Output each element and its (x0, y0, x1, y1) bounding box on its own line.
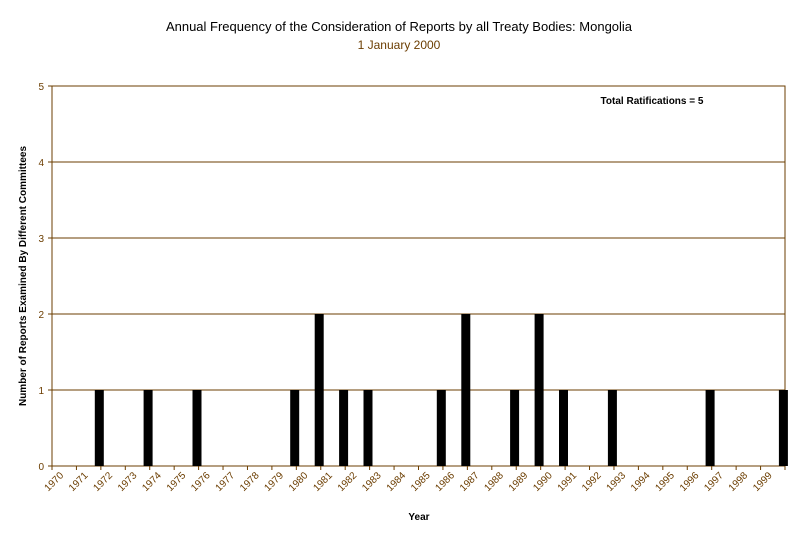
y-tick-label-2: 2 (38, 310, 44, 321)
chart-title: Annual Frequency of the Consideration of… (166, 19, 633, 34)
bar-1996 (705, 390, 715, 466)
x-tick-label-1981: 1981 (311, 470, 335, 494)
bar-1988 (510, 390, 520, 466)
y-tick-label-0: 0 (38, 462, 44, 473)
x-tick-label-1973: 1973 (116, 470, 140, 494)
x-tick-label-1998: 1998 (727, 470, 751, 494)
bar-1982 (363, 390, 373, 466)
bar-1971 (94, 390, 104, 466)
x-tick-label-1988: 1988 (482, 470, 506, 494)
x-tick-label-1977: 1977 (214, 470, 238, 494)
bar-1986 (461, 314, 471, 466)
x-tick-label-1992: 1992 (580, 470, 604, 494)
x-tick-label-1990: 1990 (531, 470, 555, 494)
x-tick-label-1976: 1976 (189, 470, 213, 494)
x-tick-label-1993: 1993 (605, 470, 629, 494)
plot-area (51, 85, 786, 467)
bar-1981 (339, 390, 349, 466)
x-tick-label-1978: 1978 (238, 470, 262, 494)
x-tick-label-1986: 1986 (434, 470, 458, 494)
x-tick-label-1994: 1994 (629, 470, 653, 494)
bar-1985 (436, 390, 446, 466)
x-tick-label-1975: 1975 (165, 470, 189, 494)
bar-1999 (778, 390, 788, 466)
x-tick-label-1989: 1989 (507, 470, 531, 494)
y-axis-label: Number of Reports Examined By Different … (18, 146, 29, 406)
y-tick-label-1: 1 (38, 386, 44, 397)
x-tick-label-1971: 1971 (67, 470, 91, 494)
bar-1989 (534, 314, 544, 466)
x-tick-label-1984: 1984 (385, 470, 409, 494)
bar-1990 (559, 390, 568, 466)
x-tick-label-1974: 1974 (140, 470, 164, 494)
x-tick-label-1999: 1999 (751, 470, 775, 494)
x-tick-label-1982: 1982 (336, 470, 360, 494)
x-tick-label-1980: 1980 (287, 470, 311, 494)
x-tick-label-1985: 1985 (409, 470, 433, 494)
x-tick-label-1972: 1972 (92, 470, 116, 494)
bar-1975 (192, 390, 202, 466)
x-axis-label: Year (408, 512, 429, 523)
annotation-total-ratifications: Total Ratifications = 5 (601, 96, 704, 107)
bar-1973 (143, 390, 153, 466)
bar-1979 (290, 390, 300, 466)
x-tick-label-1991: 1991 (556, 470, 580, 494)
x-tick-label-1987: 1987 (458, 470, 482, 494)
x-tick-label-1979: 1979 (263, 470, 287, 494)
x-tick-label-1983: 1983 (360, 470, 384, 494)
bar-1980 (314, 314, 324, 466)
chart-subtitle: 1 January 2000 (358, 38, 441, 52)
bar-1992 (607, 390, 617, 466)
x-tick-label-1996: 1996 (678, 470, 702, 494)
x-tick-label-1997: 1997 (702, 470, 726, 494)
y-tick-label-4: 4 (38, 158, 44, 169)
x-tick-label-1970: 1970 (43, 470, 67, 494)
y-tick-label-3: 3 (38, 234, 44, 245)
x-tick-label-1995: 1995 (653, 470, 677, 494)
y-tick-label-5: 5 (38, 82, 44, 93)
